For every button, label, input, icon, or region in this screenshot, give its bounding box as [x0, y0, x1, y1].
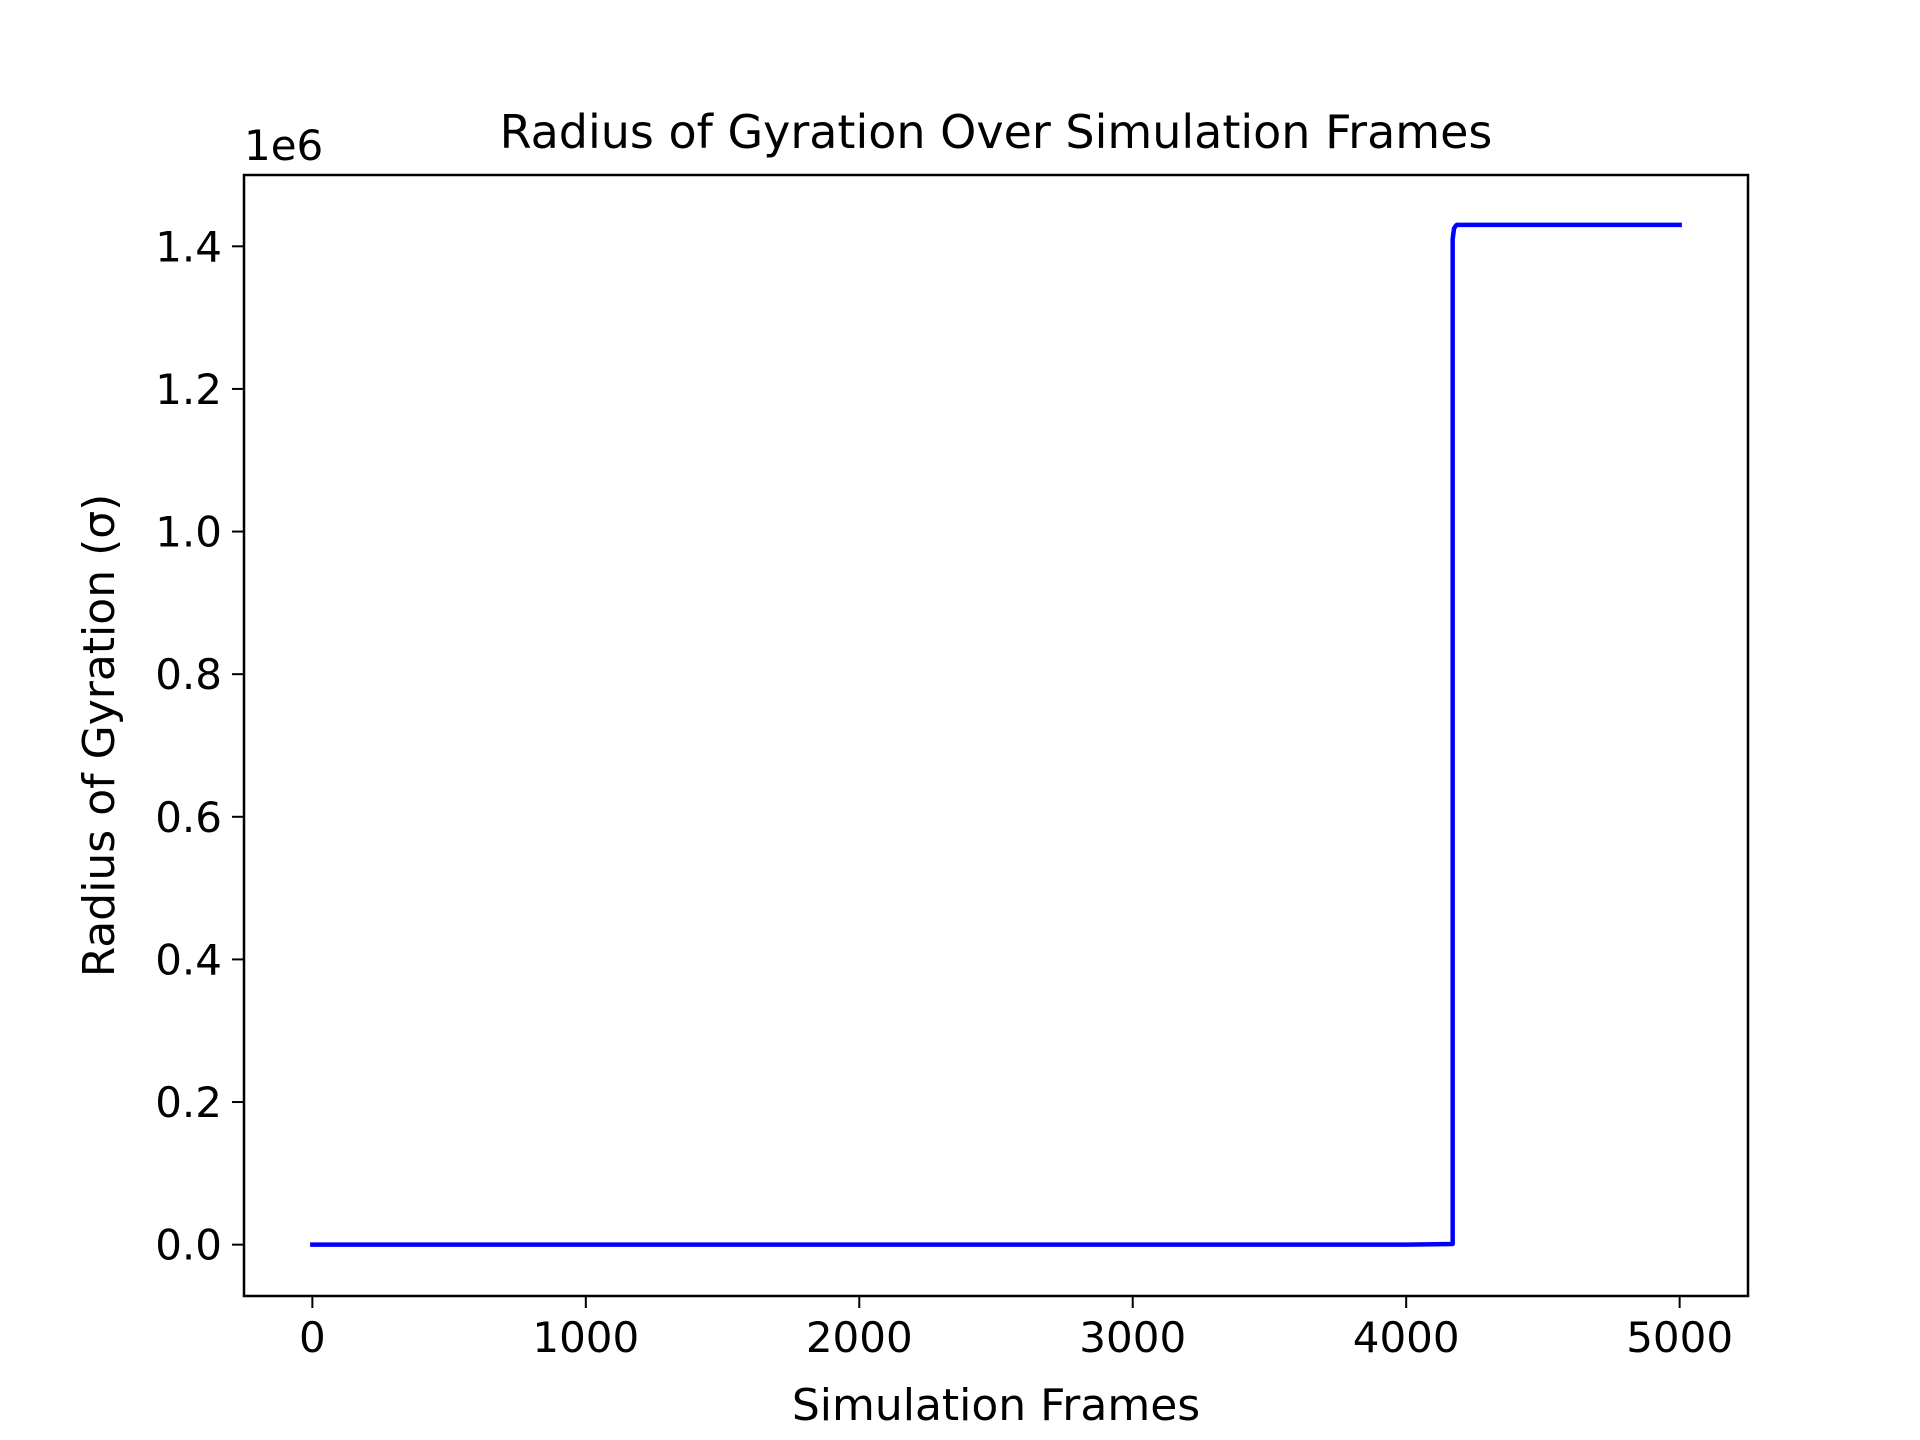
- plot-frame: [242, 173, 1750, 1298]
- y-axis-label: Radius of Gyration (σ): [74, 494, 125, 978]
- y-tick-label: 1.2: [155, 365, 222, 414]
- y-tick-label: 0.0: [155, 1221, 222, 1270]
- x-axis-label: Simulation Frames: [792, 1380, 1200, 1431]
- x-tick-label: 1000: [532, 1313, 639, 1362]
- x-tick-label: 2000: [806, 1313, 913, 1362]
- x-tick-label: 4000: [1353, 1313, 1460, 1362]
- x-tick-label: 3000: [1079, 1313, 1186, 1362]
- y-axis: 0.0 0.2 0.4 0.6 0.8 1.0 1.2 1.4: [155, 222, 244, 1270]
- series-layer: [310, 222, 1682, 1247]
- y-tick-label: 1.4: [155, 222, 222, 271]
- y-tick-label: 0.4: [155, 935, 222, 984]
- y-tick-label: 0.6: [155, 793, 222, 842]
- plot-area: [242, 173, 1750, 1298]
- x-axis: 0 1000 2000 3000 4000 5000: [299, 1296, 1733, 1362]
- y-tick-label: 0.2: [155, 1078, 222, 1127]
- chart-title: Radius of Gyration Over Simulation Frame…: [500, 105, 1493, 159]
- y-tick-label: 1.0: [155, 508, 222, 557]
- y-tick-label: 0.8: [155, 650, 222, 699]
- series-line: [310, 222, 1682, 1247]
- y-axis-offset-label: 1e6: [244, 121, 323, 170]
- x-tick-label: 0: [299, 1313, 326, 1362]
- x-tick-label: 5000: [1626, 1313, 1733, 1362]
